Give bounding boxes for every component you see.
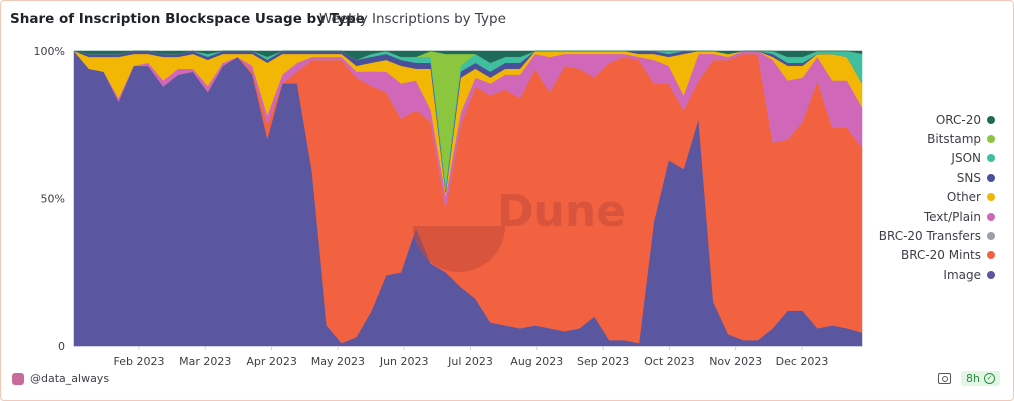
- y-tick-label: 0: [58, 340, 65, 353]
- x-axis-ticks: Feb 2023 Mar 2023 Apr 2023 May 2023 Jun 2023…: [114, 346, 829, 368]
- legend-label: ORC-20: [935, 112, 981, 127]
- y-axis-ticks: 0 50% 100%: [34, 45, 65, 353]
- legend-label: BRC-20 Transfers: [878, 229, 981, 244]
- y-tick-label: 50%: [41, 193, 65, 206]
- age-badge: 8h ✓: [961, 371, 1000, 386]
- legend-item[interactable]: Other: [860, 188, 995, 207]
- legend-item[interactable]: SNS: [860, 168, 995, 187]
- watermark-text: Dune: [497, 186, 626, 237]
- x-tick-label: Aug 2023: [510, 355, 563, 368]
- legend-label: Text/Plain: [923, 209, 981, 224]
- legend-swatch: [987, 270, 995, 279]
- x-tick-label: May 2023: [311, 355, 365, 368]
- legend-swatch: [987, 251, 995, 260]
- x-tick-label: Jun 2023: [379, 355, 429, 368]
- legend-item[interactable]: ORC-20: [860, 110, 995, 129]
- x-tick-label: Sep 2023: [577, 355, 629, 368]
- legend-label: JSON: [951, 151, 981, 166]
- legend-swatch: [987, 115, 995, 124]
- x-tick-label: Jul 2023: [447, 355, 493, 368]
- camera-icon[interactable]: [938, 373, 952, 384]
- chart-subtitle-tab[interactable]: Weekly Inscriptions by Type: [319, 11, 506, 27]
- legend-item[interactable]: Bitstamp: [860, 129, 995, 148]
- legend-label: Other: [946, 190, 981, 205]
- legend-swatch: [987, 135, 995, 144]
- legend-item[interactable]: BRC-20 Mints: [860, 246, 995, 265]
- x-tick-label: Feb 2023: [114, 355, 165, 368]
- author[interactable]: @data_always: [12, 372, 109, 385]
- legend-item[interactable]: JSON: [860, 149, 995, 168]
- x-tick-label: Mar 2023: [179, 355, 231, 368]
- check-icon: ✓: [984, 373, 995, 384]
- avatar: [12, 372, 24, 385]
- legend-item[interactable]: Text/Plain: [860, 207, 995, 226]
- x-tick-label: Apr 2023: [246, 355, 297, 368]
- y-tick-label: 100%: [34, 45, 65, 58]
- legend-item[interactable]: Image: [860, 265, 995, 284]
- legend-label: Bitstamp: [927, 132, 981, 147]
- dune-logo-icon: [413, 226, 505, 272]
- area-series: [73, 50, 863, 347]
- legend-swatch: [987, 173, 995, 182]
- footer-actions: 8h ✓: [938, 371, 1000, 386]
- legend-label: SNS: [956, 170, 981, 185]
- legend-label: BRC-20 Mints: [900, 248, 981, 263]
- legend-swatch: [987, 193, 995, 202]
- x-tick-label: Oct 2023: [644, 355, 695, 368]
- legend-swatch: [987, 212, 995, 221]
- author-handle: @data_always: [30, 372, 110, 385]
- chart-legend: ORC-20 Bitstamp JSON SNS Other Text/Plain BRC-…: [860, 110, 995, 285]
- legend-swatch: [987, 232, 995, 241]
- legend-item[interactable]: BRC-20 Transfers: [860, 226, 995, 245]
- dune-watermark: Dune: [413, 186, 626, 272]
- chart-title: Share of Inscription Blockspace Usage by…: [10, 11, 365, 27]
- x-tick-label: Dec 2023: [776, 355, 829, 368]
- x-tick-label: Nov 2023: [709, 355, 762, 368]
- area-orc-20: [73, 50, 863, 64]
- legend-label: Image: [943, 267, 981, 282]
- age-text: 8h: [966, 372, 980, 385]
- legend-swatch: [987, 154, 995, 163]
